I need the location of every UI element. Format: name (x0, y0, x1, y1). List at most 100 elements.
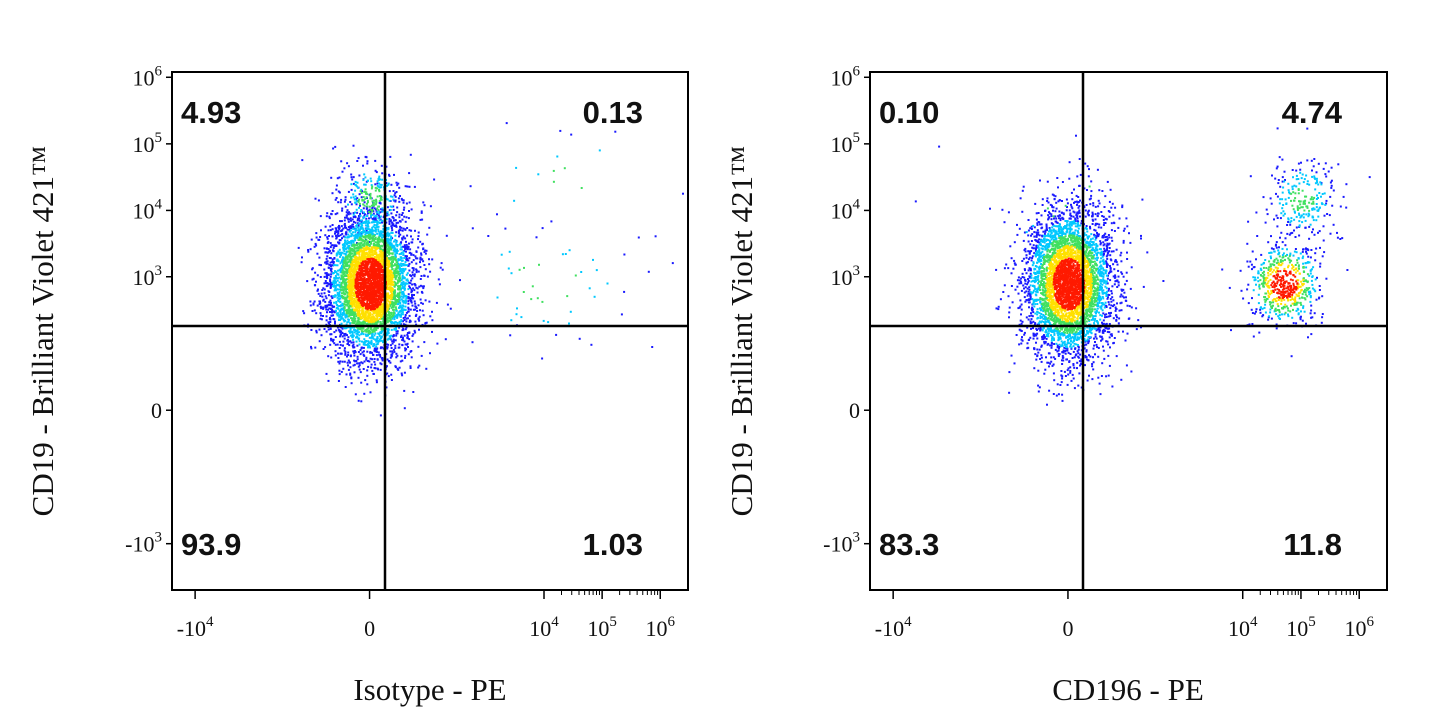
event-dot (363, 301, 366, 304)
event-dot (391, 195, 394, 198)
event-dot (341, 304, 344, 307)
event-dot (404, 248, 407, 250)
event-dot (366, 319, 369, 322)
event-dot (389, 300, 392, 303)
event-dot (342, 277, 345, 279)
event-dot (363, 338, 366, 341)
event-dot (394, 277, 397, 280)
event-dot (388, 248, 391, 251)
event-dot (364, 307, 367, 310)
event-dot (370, 265, 373, 268)
event-dot (396, 206, 399, 209)
event-dot (416, 310, 419, 312)
event-dot (318, 256, 321, 259)
event-dot (309, 304, 312, 307)
event-dot (331, 210, 334, 212)
event-dot (569, 310, 572, 313)
event-dot (578, 337, 581, 340)
event-dot (364, 379, 367, 382)
event-dot (354, 201, 357, 204)
event-dot (354, 231, 357, 234)
event-dot (417, 238, 419, 241)
event-dot (387, 319, 390, 322)
event-dot (332, 340, 334, 343)
event-dot (375, 345, 378, 348)
event-dot (393, 318, 396, 321)
event-dot (342, 256, 345, 259)
event-dot (372, 244, 375, 247)
event-dot (327, 379, 330, 382)
event-dot (314, 242, 317, 245)
event-dot (376, 317, 379, 319)
event-dot (368, 210, 371, 213)
event-dot (341, 332, 344, 334)
event-dot (386, 346, 389, 349)
event-dot (405, 273, 408, 276)
event-dot (370, 316, 373, 319)
event-dot (344, 216, 346, 219)
event-dot (367, 365, 370, 368)
event-dot (538, 263, 540, 266)
event-dot (552, 180, 555, 183)
event-dot (419, 258, 422, 261)
event-dot (359, 226, 362, 229)
event-dot (329, 257, 332, 260)
event-dot (387, 243, 390, 245)
event-dot (335, 229, 338, 232)
event-dot (343, 333, 346, 335)
event-dot (316, 274, 319, 277)
event-dot (356, 355, 359, 358)
event-dot (386, 238, 389, 241)
event-dot (369, 212, 372, 215)
event-dot (325, 297, 328, 300)
event-dot (390, 301, 393, 304)
event-dot (343, 272, 346, 275)
event-dot (360, 235, 363, 238)
event-dot (355, 199, 358, 202)
event-dot (346, 361, 349, 364)
event-dot (334, 294, 337, 297)
event-dot (345, 313, 348, 316)
event-dot (334, 281, 337, 284)
event-dot (374, 159, 377, 162)
event-dot (406, 336, 409, 339)
event-dot (362, 353, 365, 356)
event-dot (343, 167, 346, 170)
event-dot (402, 227, 405, 230)
event-dot (369, 332, 372, 335)
event-dot (315, 312, 318, 315)
event-dot (329, 229, 332, 232)
event-dot (390, 248, 393, 251)
event-dot (401, 304, 404, 307)
event-dot (376, 195, 379, 198)
event-dot (388, 234, 391, 237)
event-dot (390, 313, 393, 315)
event-dot (407, 302, 410, 305)
event-dot (399, 256, 402, 259)
event-dot (407, 346, 409, 348)
event-dot (614, 130, 617, 133)
event-dot (399, 270, 402, 273)
event-dot (331, 304, 334, 307)
event-dot (647, 270, 650, 273)
event-dot (345, 251, 348, 254)
event-dot (353, 350, 356, 352)
event-dot (349, 313, 352, 316)
event-dot (327, 328, 330, 331)
event-dot (356, 326, 359, 329)
event-dot (340, 274, 343, 277)
event-dot (330, 333, 333, 336)
event-dot (403, 263, 406, 266)
event-dot (377, 266, 380, 269)
event-dot (376, 187, 379, 190)
event-dot (410, 235, 412, 238)
event-dot (397, 368, 400, 371)
event-dot (301, 256, 303, 259)
event-dot (379, 306, 382, 309)
event-dot (366, 310, 369, 313)
event-dot (360, 265, 363, 268)
event-dot (374, 169, 377, 172)
event-dot (348, 218, 351, 221)
event-dot (364, 320, 367, 323)
event-dot (393, 280, 396, 283)
